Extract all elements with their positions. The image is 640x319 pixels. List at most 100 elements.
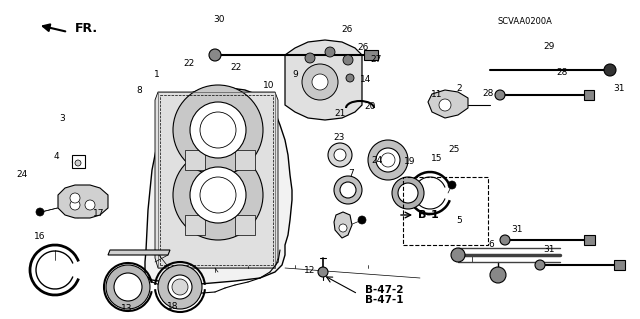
Polygon shape — [185, 150, 205, 170]
Polygon shape — [364, 50, 378, 60]
Polygon shape — [58, 185, 108, 218]
Circle shape — [448, 181, 456, 189]
Circle shape — [36, 208, 44, 216]
Circle shape — [209, 49, 221, 61]
Circle shape — [535, 260, 545, 270]
Circle shape — [490, 267, 506, 283]
Circle shape — [376, 148, 400, 172]
Polygon shape — [108, 250, 170, 255]
Text: 8: 8 — [137, 86, 142, 95]
Circle shape — [392, 177, 424, 209]
Circle shape — [190, 102, 246, 158]
Circle shape — [398, 183, 418, 203]
Text: B-47-1: B-47-1 — [365, 295, 403, 305]
Polygon shape — [285, 40, 362, 120]
Text: 21: 21 — [335, 109, 346, 118]
Circle shape — [75, 160, 81, 166]
Circle shape — [318, 267, 328, 277]
Circle shape — [200, 112, 236, 148]
Text: 14: 14 — [360, 75, 372, 84]
Circle shape — [70, 200, 80, 210]
Circle shape — [334, 149, 346, 161]
Polygon shape — [584, 235, 595, 245]
Circle shape — [173, 150, 263, 240]
Circle shape — [312, 74, 328, 90]
Text: 31: 31 — [511, 225, 523, 234]
Text: 31: 31 — [614, 84, 625, 93]
Text: 30: 30 — [213, 15, 225, 24]
Bar — [403, 177, 488, 245]
Text: 6: 6 — [489, 241, 494, 249]
Text: 12: 12 — [303, 266, 315, 275]
Polygon shape — [614, 260, 625, 270]
Text: 26: 26 — [341, 25, 353, 34]
Circle shape — [495, 90, 505, 100]
Circle shape — [114, 273, 142, 301]
Circle shape — [334, 176, 362, 204]
Text: 1: 1 — [154, 70, 159, 78]
Text: 13: 13 — [121, 304, 132, 313]
Text: 26: 26 — [358, 43, 369, 52]
Circle shape — [381, 153, 395, 167]
Text: SCVAA0200A: SCVAA0200A — [497, 18, 552, 26]
Circle shape — [358, 216, 366, 224]
Text: 29: 29 — [543, 42, 555, 51]
Text: 16: 16 — [34, 232, 45, 241]
Text: 15: 15 — [431, 154, 442, 163]
Text: 28: 28 — [556, 68, 568, 77]
Text: 17: 17 — [93, 209, 105, 218]
Polygon shape — [584, 90, 594, 100]
Text: 22: 22 — [183, 59, 195, 68]
Circle shape — [200, 177, 236, 213]
Circle shape — [346, 74, 354, 82]
Circle shape — [173, 85, 263, 175]
Circle shape — [328, 143, 352, 167]
Text: 2: 2 — [457, 84, 462, 93]
Text: 9: 9 — [293, 70, 298, 78]
Text: B-1: B-1 — [418, 210, 439, 220]
Circle shape — [451, 248, 465, 262]
Text: 23: 23 — [333, 133, 344, 142]
Polygon shape — [235, 215, 255, 235]
Polygon shape — [185, 215, 205, 235]
Polygon shape — [428, 90, 468, 118]
Text: FR.: FR. — [75, 21, 98, 34]
Text: 11: 11 — [431, 90, 442, 99]
Circle shape — [168, 275, 192, 299]
Circle shape — [85, 200, 95, 210]
Text: 27: 27 — [371, 56, 382, 64]
Polygon shape — [334, 212, 352, 238]
Text: 24: 24 — [371, 156, 383, 165]
Text: 18: 18 — [167, 302, 179, 311]
Text: B-47-2: B-47-2 — [365, 285, 403, 295]
Circle shape — [158, 265, 202, 309]
Text: 25: 25 — [448, 145, 460, 154]
Text: 10: 10 — [263, 81, 275, 90]
Text: 3: 3 — [59, 114, 65, 123]
Circle shape — [172, 279, 188, 295]
Circle shape — [343, 55, 353, 65]
Circle shape — [305, 53, 315, 63]
Text: 28: 28 — [482, 89, 493, 98]
Circle shape — [339, 224, 347, 232]
Circle shape — [302, 64, 338, 100]
Text: 31: 31 — [543, 245, 555, 254]
Circle shape — [500, 235, 510, 245]
Circle shape — [190, 167, 246, 223]
Circle shape — [604, 64, 616, 76]
Text: 5: 5 — [457, 216, 462, 225]
Text: 4: 4 — [54, 152, 59, 161]
Circle shape — [340, 182, 356, 198]
Text: 7: 7 — [348, 169, 353, 178]
Polygon shape — [235, 150, 255, 170]
Circle shape — [325, 47, 335, 57]
Text: 24: 24 — [16, 170, 28, 179]
Text: 22: 22 — [230, 63, 241, 72]
Polygon shape — [145, 88, 292, 284]
Circle shape — [368, 140, 408, 180]
Circle shape — [70, 193, 80, 203]
Circle shape — [106, 265, 150, 309]
Polygon shape — [72, 155, 85, 168]
Polygon shape — [155, 92, 278, 268]
Circle shape — [439, 99, 451, 111]
